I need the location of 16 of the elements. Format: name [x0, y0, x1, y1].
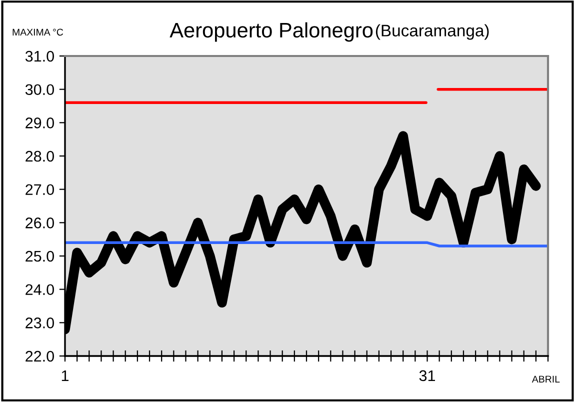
chart-subtitle: (Bucaramanga)	[376, 24, 489, 40]
y-tick-label: 24.0	[26, 284, 54, 296]
text: ABRIL	[532, 376, 560, 383]
x-tick-label: 31	[419, 370, 435, 382]
y-tick-label: 31.0	[25, 50, 54, 62]
y-tick-label: 30.0	[25, 84, 54, 96]
y-tick-label: 22.0	[26, 350, 54, 362]
y-tick-label: 27.0	[26, 184, 54, 196]
x-tick-label: 1	[62, 370, 69, 381]
y-tick-label: 25.0	[26, 250, 54, 262]
y-axis-title: MAXIMA °C	[12, 28, 64, 36]
y-tick-label: 23.0	[26, 318, 54, 328]
y-tick-label: 26.0	[26, 218, 54, 228]
y-tick-label: 29.0	[26, 118, 54, 128]
chart-title: Aeropuerto Palonegro	[170, 22, 373, 42]
y-tick-label: 28.0	[26, 150, 54, 162]
